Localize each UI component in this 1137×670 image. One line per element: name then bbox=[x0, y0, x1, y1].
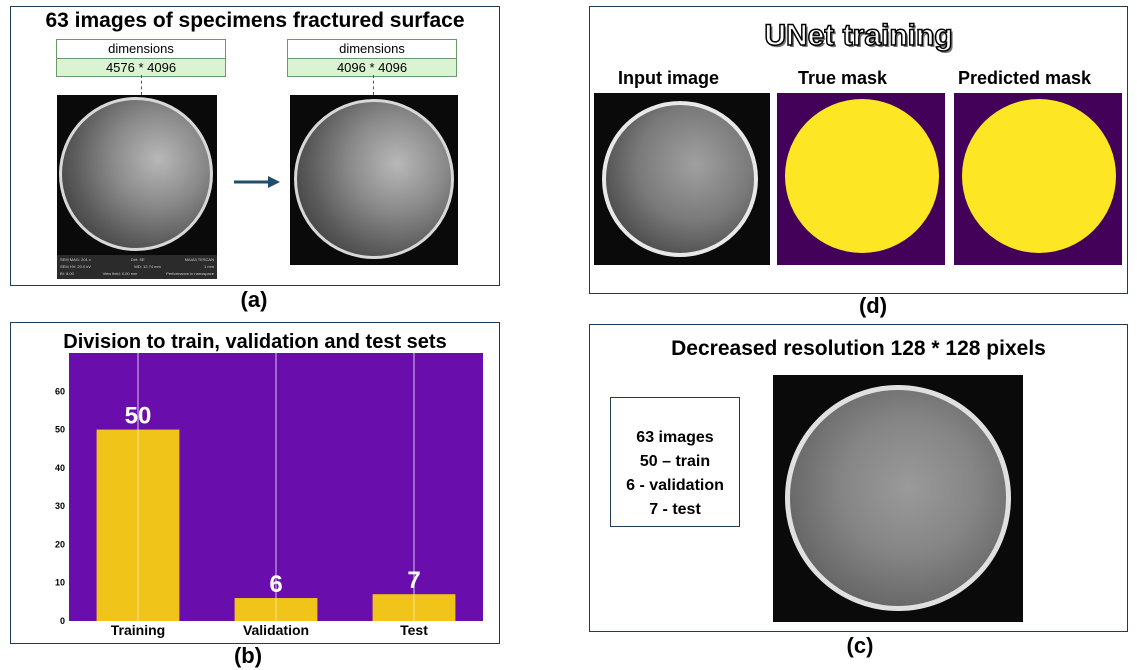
y-tick-label: 60 bbox=[55, 386, 65, 396]
sem-hv: SEM HV: 20.0 kV bbox=[60, 264, 91, 269]
low-res-image bbox=[773, 375, 1023, 622]
x-tick-label: Test bbox=[400, 622, 428, 638]
y-tick-label: 50 bbox=[55, 425, 65, 435]
sem-det: Det: SE bbox=[130, 257, 145, 262]
y-tick-label: 30 bbox=[55, 501, 65, 511]
label-true-mask: True mask bbox=[798, 68, 888, 88]
predicted-mask-image bbox=[954, 93, 1122, 265]
true-mask-disc bbox=[785, 99, 939, 253]
dataset-split-box: 63 images 50 – train 6 - validation 7 - … bbox=[610, 397, 740, 527]
panel-c: Decreased resolution 128 * 128 pixels 63… bbox=[589, 324, 1128, 632]
true-mask-image bbox=[777, 93, 945, 265]
left-connector bbox=[141, 75, 142, 95]
chart-title: Division to train, validation and test s… bbox=[63, 331, 447, 353]
y-tick-label: 10 bbox=[55, 578, 65, 588]
right-connector bbox=[373, 75, 374, 95]
y-tick-label: 0 bbox=[60, 616, 65, 626]
panel-a-title: 63 images of specimens fractured surface bbox=[45, 9, 465, 32]
sem-wd: WD: 12.74 mm bbox=[134, 264, 161, 269]
sem-image-cropped bbox=[290, 95, 458, 265]
caption-a: (a) bbox=[240, 287, 268, 312]
right-dimensions-value: 4096 * 4096 bbox=[288, 59, 456, 76]
caption-c: (c) bbox=[846, 633, 874, 658]
left-dimensions-value: 4576 * 4096 bbox=[57, 59, 225, 76]
bar-chart: 0 10 20 30 40 50 60 50 Training 6 Validation 7 Test bbox=[55, 353, 483, 638]
sem-info-footer: SEM MAG: 201 x Det: SE MAIA3 TESCAN SEM … bbox=[57, 255, 217, 279]
label-predicted-mask: Predicted mask bbox=[958, 68, 1092, 88]
left-dimensions-header: dimensions bbox=[57, 40, 225, 59]
panel-d-title: UNet training bbox=[764, 18, 954, 53]
panel-d: UNet training Input image True mask Pred… bbox=[589, 6, 1128, 294]
right-dimensions-header: dimensions bbox=[288, 40, 456, 59]
y-tick-label: 20 bbox=[55, 539, 65, 549]
label-input-image: Input image bbox=[618, 68, 720, 88]
sem-view-field: View field: 0.00 mm bbox=[102, 271, 138, 276]
sem-tagline: Performance in nanospace bbox=[166, 271, 214, 276]
fracture-surface-disc bbox=[59, 97, 213, 251]
sem-image-original: SEM MAG: 201 x Det: SE MAIA3 TESCAN SEM … bbox=[57, 95, 217, 279]
sem-mag: SEM MAG: 201 x bbox=[60, 257, 91, 262]
caption-d: (d) bbox=[858, 293, 888, 318]
arrow-right-icon bbox=[234, 176, 280, 188]
low-res-disc bbox=[785, 385, 1011, 611]
data-label: 50 bbox=[125, 403, 152, 430]
fracture-surface-disc-cropped bbox=[294, 99, 454, 259]
y-tick-label: 40 bbox=[55, 463, 65, 473]
info-total: 63 images bbox=[636, 429, 714, 446]
panel-a: 63 images of specimens fractured surface… bbox=[10, 6, 500, 286]
sem-scale: 1 mm bbox=[204, 264, 214, 269]
data-label: 7 bbox=[407, 567, 420, 594]
predicted-mask-disc bbox=[962, 99, 1116, 253]
info-train: 50 – train bbox=[639, 453, 711, 470]
panel-c-title: Decreased resolution 128 * 128 pixels bbox=[671, 337, 1046, 360]
caption-b: (b) bbox=[233, 643, 263, 668]
right-dimensions-box: dimensions 4096 * 4096 bbox=[287, 39, 457, 77]
data-label: 6 bbox=[269, 571, 282, 598]
info-validation: 6 - validation bbox=[626, 477, 724, 494]
x-tick-label: Training bbox=[111, 622, 165, 638]
sem-brand: MAIA3 TESCAN bbox=[184, 257, 214, 262]
sem-bi: BI: 8.00 bbox=[60, 271, 74, 276]
unet-input-image bbox=[594, 93, 770, 265]
info-test: 7 - test bbox=[649, 501, 701, 518]
left-dimensions-box: dimensions 4576 * 4096 bbox=[56, 39, 226, 77]
input-disc bbox=[602, 101, 758, 257]
x-tick-label: Validation bbox=[243, 622, 309, 638]
panel-b: Division to train, validation and test s… bbox=[10, 322, 500, 644]
